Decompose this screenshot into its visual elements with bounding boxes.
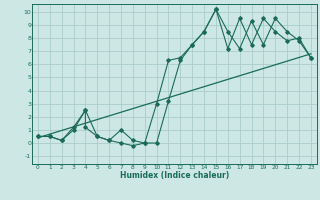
- X-axis label: Humidex (Indice chaleur): Humidex (Indice chaleur): [120, 171, 229, 180]
